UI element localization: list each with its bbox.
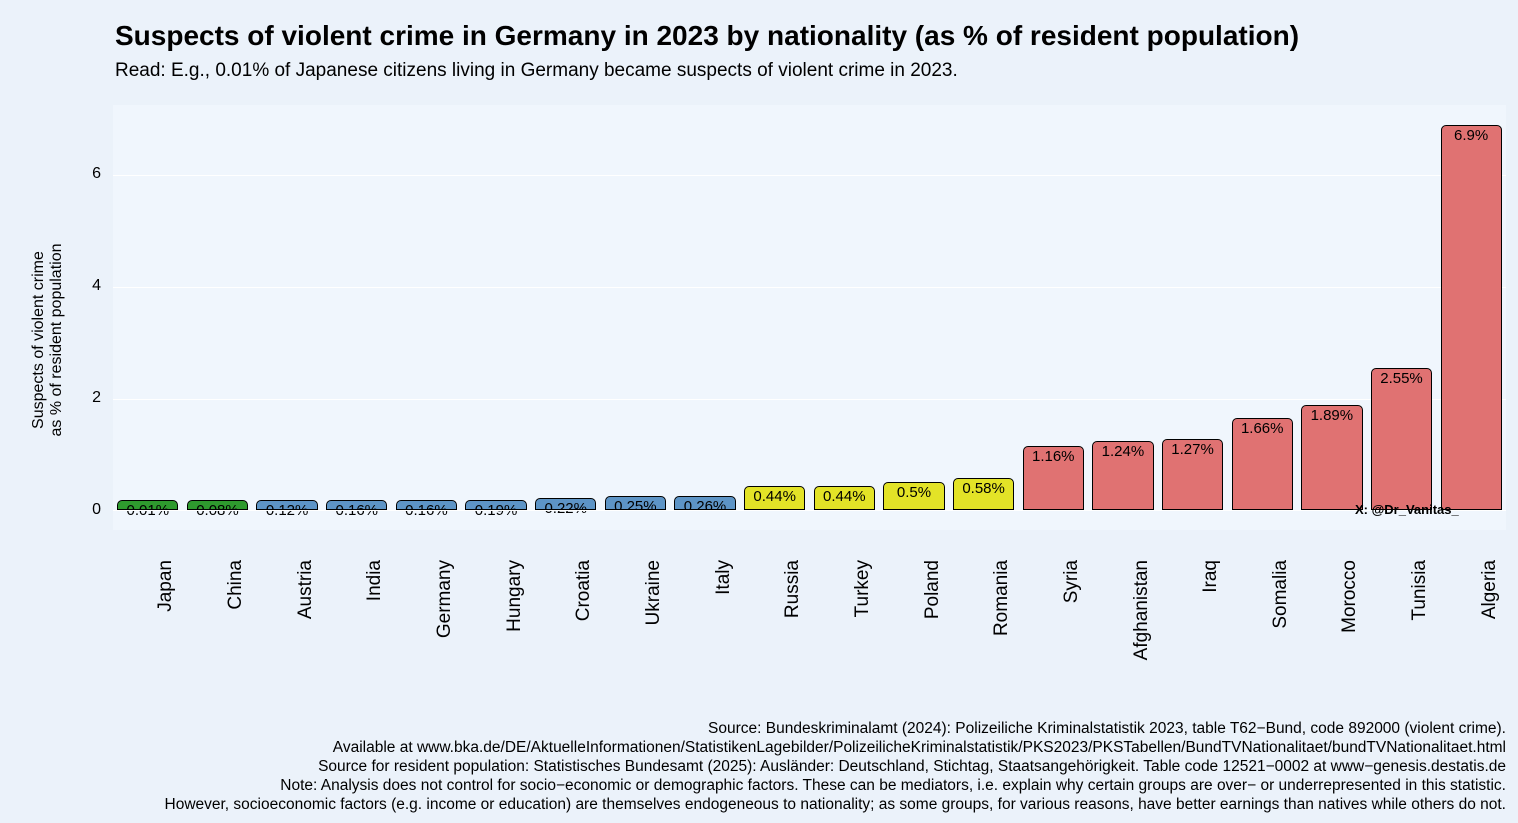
bar-value-label: 6.9% — [1441, 127, 1502, 144]
bar-value-label: 0.25% — [605, 498, 666, 515]
baseline — [113, 510, 1506, 511]
chart-subtitle: Read: E.g., 0.01% of Japanese citizens l… — [115, 60, 958, 82]
x-tick-label: Poland — [922, 560, 944, 700]
plot-panel — [113, 105, 1506, 530]
x-tick-label: China — [225, 560, 247, 700]
x-tick-label: Turkey — [852, 560, 874, 700]
x-tick-label: Austria — [295, 560, 317, 700]
bar-value-label: 1.16% — [1023, 448, 1084, 465]
bar-value-label: 0.5% — [883, 484, 944, 501]
y-tick-label: 0 — [0, 501, 101, 519]
x-tick-label: Hungary — [504, 560, 526, 700]
bar-value-label: 1.27% — [1162, 441, 1223, 458]
gridline — [113, 287, 1506, 288]
bar-value-label: 1.89% — [1301, 407, 1362, 424]
source-line: Source: Bundeskriminalamt (2024): Polize… — [708, 720, 1506, 738]
x-tick-label: Ukraine — [643, 560, 665, 700]
x-tick-label: Syria — [1061, 560, 1083, 700]
x-tick-label: Croatia — [573, 560, 595, 700]
bar-value-label: 0.22% — [535, 500, 596, 517]
bar-value-label: 1.24% — [1092, 443, 1153, 460]
x-tick-label: Romania — [991, 560, 1013, 700]
bar-value-label: 0.58% — [953, 480, 1014, 497]
y-tick-label: 6 — [0, 165, 101, 183]
x-tick-label: Tunisia — [1409, 560, 1431, 700]
x-tick-label: Russia — [782, 560, 804, 700]
gridline — [113, 175, 1506, 176]
source-line: Available at www.bka.de/DE/AktuelleInfor… — [333, 739, 1506, 757]
bar-value-label: 0.44% — [744, 488, 805, 505]
x-tick-label: Iraq — [1200, 560, 1222, 700]
bar-value-label: 1.66% — [1232, 420, 1293, 437]
y-axis-label: Suspects of violent crime as % of reside… — [30, 210, 66, 470]
bar-value-label: 0.26% — [674, 498, 735, 515]
watermark: X: @Dr_Vanitas_ — [1355, 502, 1459, 517]
x-tick-label: Algeria — [1479, 560, 1501, 700]
gridline — [113, 399, 1506, 400]
source-line: Source for resident population: Statisti… — [318, 758, 1506, 776]
x-tick-label: Morocco — [1339, 560, 1361, 700]
bar-algeria — [1441, 125, 1502, 511]
chart-root: Suspects of violent crime in Germany in … — [0, 0, 1518, 823]
source-line: However, socioeconomic factors (e.g. inc… — [165, 796, 1507, 814]
x-tick-label: Japan — [155, 560, 177, 700]
bar-value-label: 2.55% — [1371, 370, 1432, 387]
bar-value-label: 0.44% — [814, 488, 875, 505]
source-line: Note: Analysis does not control for soci… — [280, 777, 1506, 795]
bar-tunisia — [1371, 368, 1432, 511]
x-tick-label: Afghanistan — [1131, 560, 1153, 700]
x-tick-label: Somalia — [1270, 560, 1292, 700]
x-tick-label: Germany — [434, 560, 456, 700]
x-tick-label: India — [364, 560, 386, 700]
chart-title: Suspects of violent crime in Germany in … — [115, 20, 1299, 52]
x-tick-label: Italy — [713, 560, 735, 700]
